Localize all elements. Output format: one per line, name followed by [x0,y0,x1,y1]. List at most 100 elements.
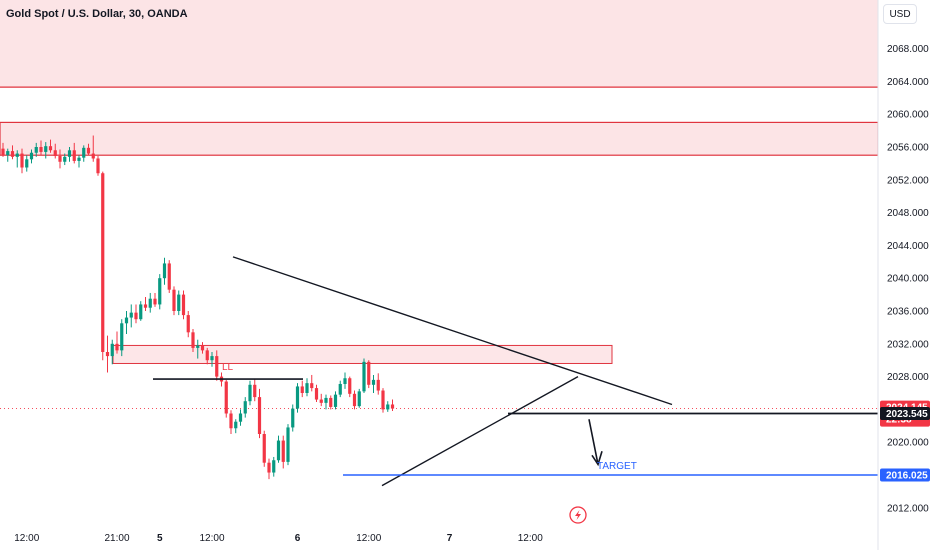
candle-body [191,332,195,348]
candlestick-series [1,135,395,480]
price-label-badge [880,407,930,420]
candle-body [386,404,390,410]
time-tick-label: 12:00 [199,533,224,544]
candle-body [58,156,62,162]
candle-body [343,378,347,384]
candle-body [234,421,238,429]
price-tick-label: 2036.000 [887,307,929,318]
candle-body [319,399,323,403]
candle-body [300,386,304,393]
price-tick-label: 2020.000 [887,438,929,449]
supply-zone-middle [0,121,879,156]
candle-body [148,298,152,308]
trendline-drawings [153,256,878,487]
candle-body [281,440,285,462]
time-tick-label: 6 [295,533,301,544]
price-label-sub: 22:38 [886,415,912,426]
price-tick-label: 2032.000 [887,339,929,350]
candle-body [181,294,186,316]
candle-body [329,397,333,407]
descending-trendline [232,256,673,406]
candle-body [253,384,257,398]
candle-body [390,404,395,409]
price-tick-label: 2064.000 [887,77,929,88]
time-tick-label: 21:00 [104,533,129,544]
candle-body [129,312,133,318]
candle-body [20,153,24,168]
candle-body [272,460,276,473]
candle-body [139,304,143,320]
time-tick-label: 12:00 [14,533,39,544]
candle-body [105,352,110,357]
price-axis: 2068.000 2064.000 2060.000 2056.000 2052.000… [877,0,932,550]
candle-body [362,361,366,392]
candle-body [257,397,262,434]
price-label-value: 2016.025 [886,471,928,482]
candle-body [172,289,176,311]
supply-zone-upper [0,0,878,88]
candle-body [82,147,86,158]
candle-body [243,401,247,414]
price-tick-label: 2068.000 [887,44,929,55]
price-tick-label: 2048.000 [887,208,929,219]
price-tick-label: 2044.000 [887,241,929,252]
candle-body [120,323,124,351]
candle-body [48,146,53,151]
candle-body [267,462,271,473]
candle-body [15,153,19,157]
candle-body [314,388,319,400]
candle-body [101,173,105,352]
lightning-icon[interactable] [569,506,587,524]
candle-body [29,152,34,160]
price-tick-label: 2012.000 [887,503,929,514]
candle-body [63,156,67,162]
candle-body [91,153,95,159]
candle-body [333,394,338,407]
time-tick-label: 5 [157,533,163,544]
candle-body [1,148,5,156]
candle-body [371,379,376,385]
candle-body [77,157,81,161]
candle-body [338,383,342,395]
target-arrowhead [591,450,603,467]
currency-button[interactable]: USD [883,4,917,24]
candle-body [224,381,228,414]
time-tick-label: 12:00 [518,533,543,544]
resistance-box [112,344,613,364]
chart-title: Gold Spot / U.S. Dollar, 30, OANDA [6,8,188,20]
candle-body [10,151,15,157]
candle-body [115,343,119,351]
candle-body [376,379,380,391]
ll-label: LL [222,362,234,373]
candle-body [124,317,129,324]
candle-body [162,263,167,279]
candle-body [186,315,190,333]
price-tick-label: 2056.000 [887,143,929,154]
candle-body [276,440,281,461]
candle-body [110,343,114,357]
candle-body [367,361,371,385]
time-tick-label: 12:00 [356,533,381,544]
price-label-badge [880,468,930,482]
candle-body [262,434,266,463]
candle-body [286,427,290,462]
price-axis-bg [878,0,932,550]
candle-body [238,413,243,422]
candle-body [72,150,76,161]
price-tick-label: 2060.000 [887,110,929,121]
time-axis: 12:00 21:00 5 12:00 6 12:00 7 12:00 [14,533,543,544]
candle-body [348,378,352,394]
price-tick-label: 2028.000 [887,372,929,383]
candle-body [6,151,10,156]
ascending-trendline [381,375,579,487]
candle-body [229,413,233,429]
candle-body [381,390,385,410]
candle-body [352,393,357,407]
candle-body [200,345,205,351]
candle-body [324,397,328,403]
candle-body [96,158,100,174]
candle-body [357,391,361,407]
price-tick-label: 2052.000 [887,175,929,186]
candle-body [177,294,181,311]
